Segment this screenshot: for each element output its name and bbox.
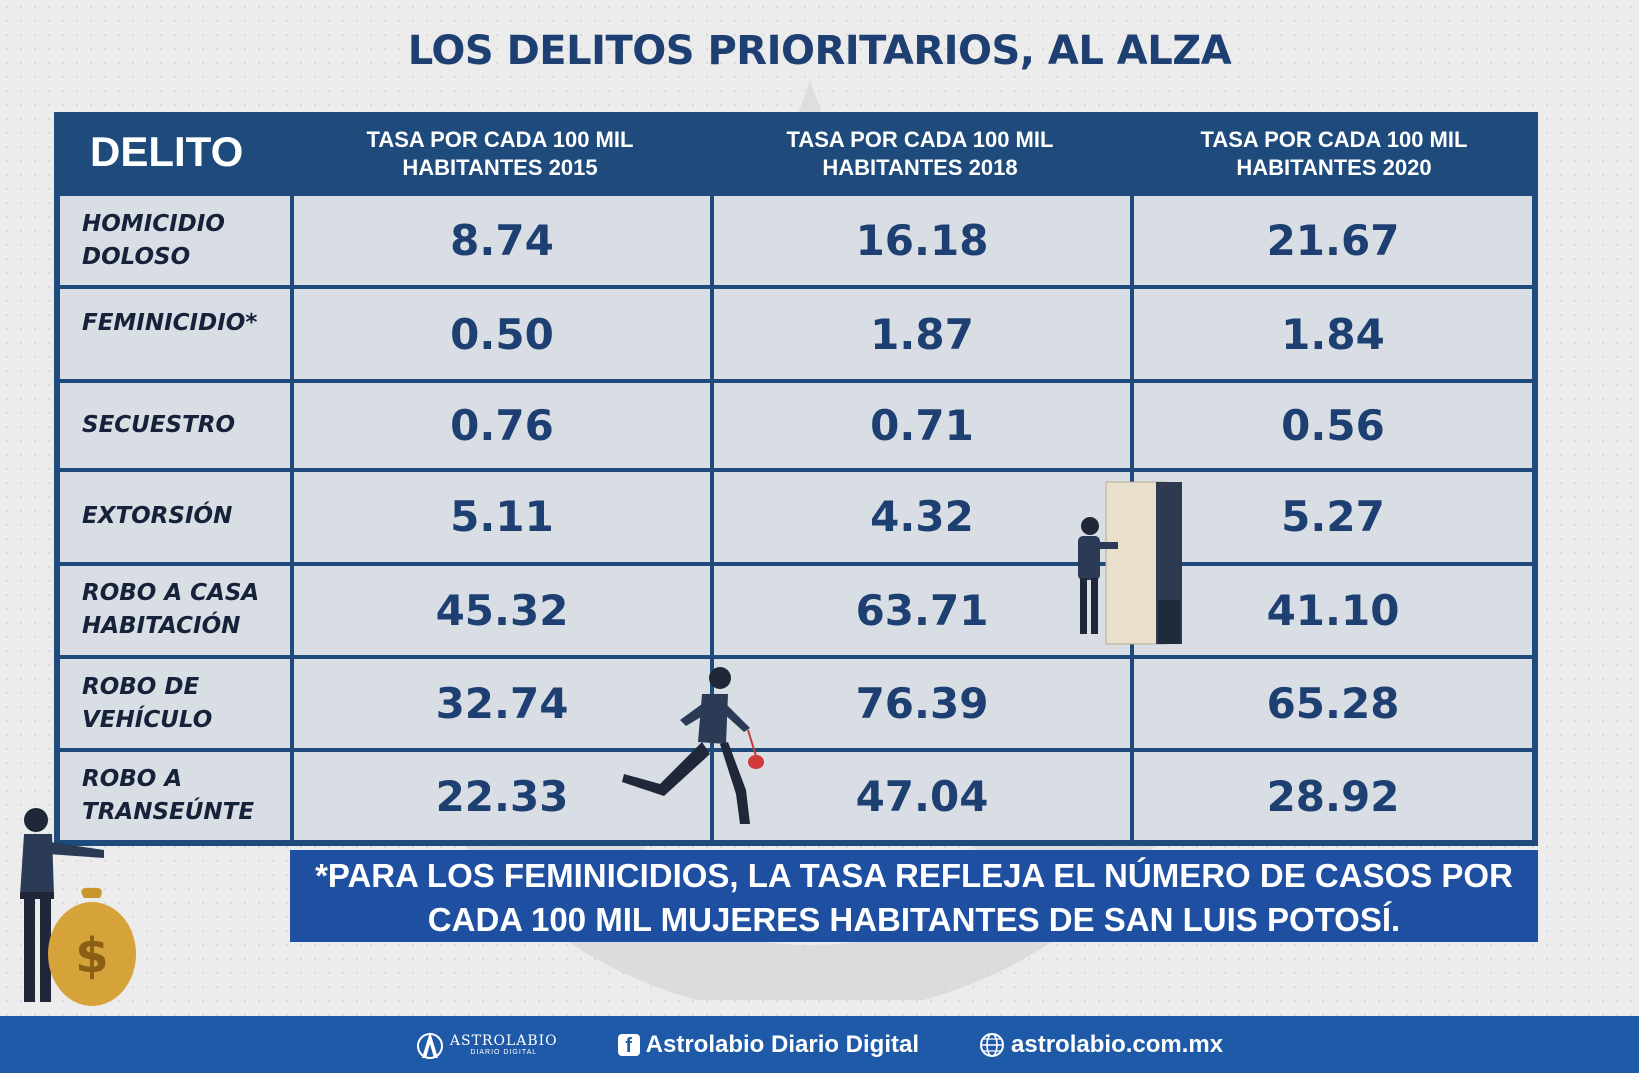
- rate-2015: 45.32: [290, 561, 710, 656]
- rate-2015: 8.74: [290, 192, 710, 286]
- table-row: EXTORSIÓN 5.11 4.32 5.27: [54, 468, 1538, 562]
- rate-2015: 22.33: [290, 748, 710, 846]
- header-2018-label: TASA POR CADA 100 MIL HABITANTES 2018: [786, 127, 1054, 180]
- rate-2020: 21.67: [1130, 192, 1538, 286]
- rate-2020: 5.27: [1130, 468, 1538, 562]
- crime-label: ROBO A TRANSEÚNTE: [54, 748, 290, 846]
- table-row: ROBO A CASA HABITACIÓN 45.32 63.71 41.10: [54, 561, 1538, 656]
- astrolabio-logo[interactable]: ASTROLABIO DIARIO DIGITAL: [416, 1030, 558, 1060]
- crime-label: ROBO DE VEHÍCULO: [54, 655, 290, 749]
- money-bag-icon: $: [48, 887, 136, 1006]
- running-thief-illustration: [622, 667, 764, 824]
- header-2015: TASA POR CADA 100 MIL HABITANTES 2015: [290, 112, 710, 192]
- rate-2020: 1.84: [1130, 285, 1538, 379]
- table-row: ROBO DE VEHÍCULO 32.74 76.39 65.28: [54, 655, 1538, 749]
- rate-2018: 1.87: [710, 285, 1130, 379]
- crime-label: HOMICIDIO DOLOSO: [54, 192, 290, 286]
- thief-money-bag-illustration: $: [20, 808, 136, 1006]
- facebook-link[interactable]: f Astrolabio Diario Digital: [617, 1030, 920, 1059]
- logo-subtitle: DIARIO DIGITAL: [470, 1049, 538, 1056]
- crime-label: EXTORSIÓN: [54, 468, 290, 562]
- logo-name: ASTROLABIO: [449, 1033, 558, 1049]
- rate-2015: 32.74: [290, 655, 710, 749]
- burglar-door-illustration: [1078, 481, 1182, 645]
- rate-2018: 63.71: [710, 561, 1130, 656]
- rate-2020: 0.56: [1130, 378, 1538, 469]
- footer-bar: ASTROLABIO DIARIO DIGITAL f Astrolabio D…: [0, 1016, 1639, 1073]
- astrolabio-logo-icon: [416, 1031, 443, 1059]
- rate-2015: 5.11: [290, 468, 710, 562]
- rate-2018: 16.18: [710, 192, 1130, 286]
- website-link[interactable]: astrolabio.com.mx: [979, 1031, 1223, 1059]
- header-2018: TASA POR CADA 100 MIL HABITANTES 2018: [710, 112, 1130, 192]
- crime-label: ROBO A CASA HABITACIÓN: [54, 561, 290, 656]
- header-2015-label: TASA POR CADA 100 MIL HABITANTES 2015: [366, 127, 634, 180]
- table-row: HOMICIDIO DOLOSO 8.74 16.18 21.67: [54, 192, 1538, 286]
- crime-label: SECUESTRO: [54, 378, 290, 469]
- rate-2018: 4.32: [710, 468, 1130, 562]
- rate-2020: 41.10: [1130, 561, 1538, 656]
- rate-2015: 0.76: [290, 378, 710, 469]
- table-row: ROBO A TRANSEÚNTE 22.33 47.04 28.92: [54, 748, 1538, 846]
- table-row: FEMINICIDIO* 0.50 1.87 1.84: [54, 285, 1538, 379]
- rate-2015: 0.50: [290, 285, 710, 379]
- crime-label: FEMINICIDIO*: [54, 285, 290, 379]
- rate-2020: 28.92: [1130, 748, 1538, 846]
- crime-rates-table-container: DELITO TASA POR CADA 100 MIL HABITANTES …: [54, 112, 1538, 846]
- header-delito: DELITO: [90, 128, 244, 175]
- website-label: astrolabio.com.mx: [1011, 1030, 1224, 1058]
- facebook-icon: f: [617, 1033, 640, 1057]
- header-2020-label: TASA POR CADA 100 MIL HABITANTES 2020: [1200, 127, 1468, 180]
- crime-rates-table: DELITO TASA POR CADA 100 MIL HABITANTES …: [54, 112, 1538, 846]
- globe-icon: [980, 1032, 1005, 1057]
- svg-text:$: $: [75, 928, 108, 984]
- rate-2020: 65.28: [1130, 655, 1538, 749]
- rate-2018: 0.71: [710, 378, 1130, 469]
- page-title: LOS DELITOS PRIORITARIOS, AL ALZA: [407, 28, 1232, 74]
- header-2020: TASA POR CADA 100 MIL HABITANTES 2020: [1130, 112, 1538, 192]
- table-row: SECUESTRO 0.76 0.71 0.56: [54, 378, 1538, 469]
- footnote-feminicidios: *PARA LOS FEMINICIDIOS, LA TASA REFLEJA …: [290, 850, 1538, 942]
- facebook-label: Astrolabio Diario Digital: [645, 1030, 920, 1058]
- rate-2018: 47.04: [710, 748, 1130, 846]
- rate-2018: 76.39: [710, 655, 1130, 749]
